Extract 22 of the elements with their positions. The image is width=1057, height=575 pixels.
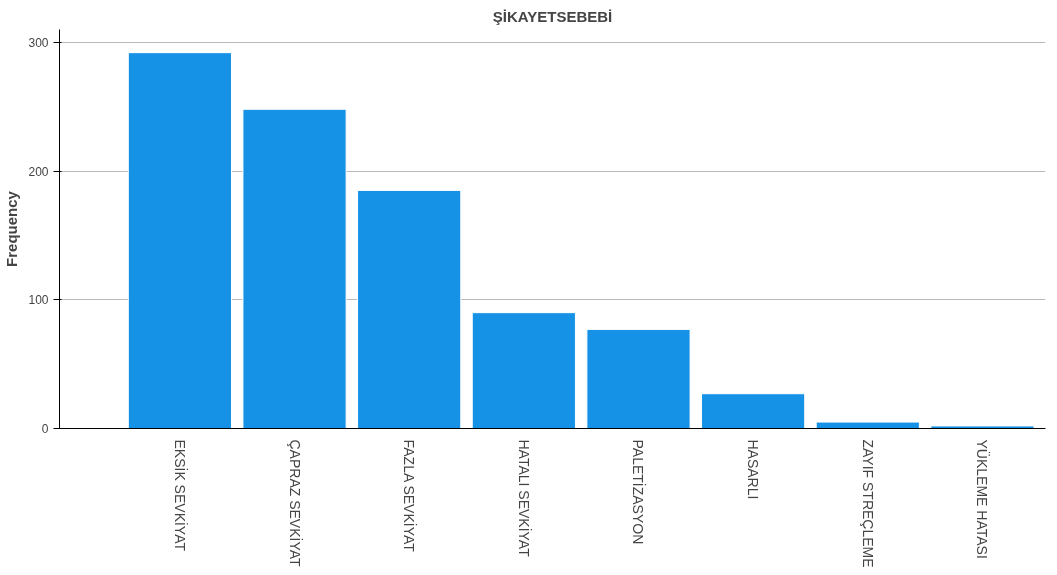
bar bbox=[242, 108, 347, 429]
x-tick-label: HASARLI bbox=[745, 439, 762, 500]
bar bbox=[930, 425, 1035, 429]
bar bbox=[701, 393, 806, 429]
bar bbox=[127, 52, 232, 429]
chart-title: ŞİKAYETSEBEBİ bbox=[492, 7, 613, 25]
x-tick-label: FAZLA SEVKİYAT bbox=[401, 439, 419, 553]
x-tick-label: ZAYIF STREÇLEME bbox=[859, 439, 876, 568]
y-tick-label: 100 bbox=[28, 293, 49, 308]
x-tick-label: YÜKLEME HATASI bbox=[974, 439, 992, 559]
x-tick-label: EKSİK SEVKİYAT bbox=[171, 439, 189, 552]
x-tick-label: HATALI SEVKİYAT bbox=[515, 439, 533, 558]
x-tick-label: PALETİZASYON bbox=[630, 439, 648, 545]
bar bbox=[471, 312, 576, 429]
bar bbox=[357, 189, 462, 429]
y-tick-label: 300 bbox=[28, 35, 49, 50]
y-tick-label: 0 bbox=[41, 422, 49, 436]
y-axis-title: Frequency bbox=[3, 190, 21, 267]
bar bbox=[586, 328, 691, 429]
bar bbox=[815, 421, 920, 429]
y-tick-label: 200 bbox=[28, 164, 49, 179]
x-tick-label: ÇAPRAZ SEVKİYAT bbox=[286, 439, 304, 568]
